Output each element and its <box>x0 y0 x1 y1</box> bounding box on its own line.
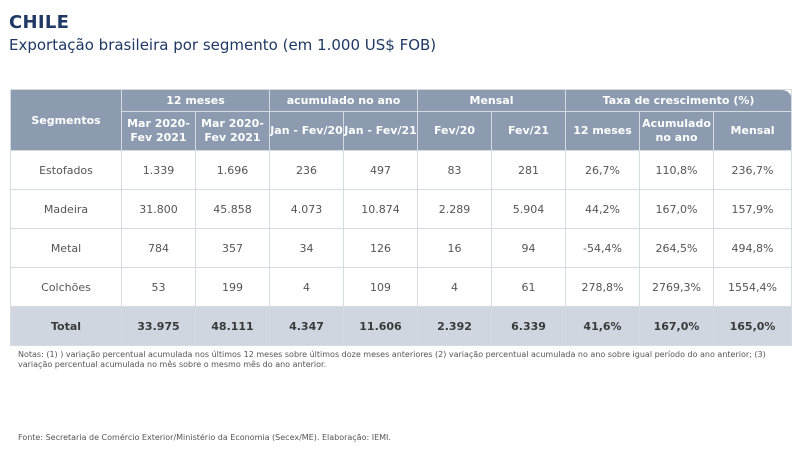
row-segment: Colchões <box>10 267 122 307</box>
cell-acc-b: 126 <box>343 228 418 268</box>
total-acc-a: 4.347 <box>269 306 344 346</box>
header-accumulated: acumulado no ano <box>269 89 418 112</box>
total-g12: 41,6% <box>565 306 641 346</box>
cell-t12b: 45.858 <box>195 189 270 229</box>
cell-g12: 44,2% <box>565 189 641 229</box>
cell-acc-a: 34 <box>269 228 344 268</box>
cell-gmon: 236,7% <box>713 150 793 190</box>
cell-acc-a: 4.073 <box>269 189 344 229</box>
cell-acc-a: 236 <box>269 150 344 190</box>
cell-t12a: 784 <box>121 228 196 268</box>
subheader-twelve-b: Mar 2020- Fev 2021 <box>195 111 270 151</box>
cell-mon-a: 2.289 <box>417 189 492 229</box>
total-gacc: 167,0% <box>639 306 715 346</box>
cell-t12a: 31.800 <box>121 189 196 229</box>
total-mon-b: 6.339 <box>490 306 567 346</box>
page-title: CHILE <box>9 12 70 33</box>
total-t12b: 48.111 <box>195 306 270 346</box>
cell-t12a: 1.339 <box>121 150 196 190</box>
total-gmon: 165,0% <box>713 306 793 346</box>
cell-gacc: 2769,3% <box>639 267 715 307</box>
cell-gmon: 1554,4% <box>713 267 793 307</box>
cell-t12b: 1.696 <box>195 150 270 190</box>
subheader-acc-b: Jan - Fev/21 <box>343 111 418 151</box>
cell-gmon: 157,9% <box>713 189 793 229</box>
subheader-growth-mon: Mensal <box>713 111 793 151</box>
page-subtitle: Exportação brasileira por segmento (em 1… <box>9 36 437 54</box>
subheader-growth-acc: Acumulado no ano <box>639 111 715 151</box>
subheader-acc-a: Jan - Fev/20 <box>269 111 344 151</box>
cell-t12b: 199 <box>195 267 270 307</box>
cell-mon-b: 94 <box>490 228 567 268</box>
total-t12a: 33.975 <box>121 306 196 346</box>
table-total-row: Total 33.975 48.111 4.347 11.606 2.392 6… <box>10 306 793 346</box>
table-row: Colchões 53 199 4 109 4 61 278,8% 2769,3… <box>10 267 793 307</box>
source-note: Fonte: Secretaria de Comércio Exterior/M… <box>18 433 391 442</box>
table-header: Segmentos 12 meses acumulado no ano Mens… <box>10 89 793 151</box>
cell-t12b: 357 <box>195 228 270 268</box>
cell-gmon: 494,8% <box>713 228 793 268</box>
subheader-growth-twelve: 12 meses <box>565 111 641 151</box>
header-growth-rate: Taxa de crescimento (%) <box>565 89 793 112</box>
total-mon-a: 2.392 <box>417 306 492 346</box>
cell-mon-a: 4 <box>417 267 492 307</box>
table-row: Metal 784 357 34 126 16 94 -54,4% 264,5%… <box>10 228 793 268</box>
cell-t12a: 53 <box>121 267 196 307</box>
cell-gacc: 167,0% <box>639 189 715 229</box>
cell-mon-a: 83 <box>417 150 492 190</box>
row-segment: Metal <box>10 228 122 268</box>
cell-acc-b: 497 <box>343 150 418 190</box>
export-table-container: Segmentos 12 meses acumulado no ano Mens… <box>10 89 793 346</box>
table-row: Estofados 1.339 1.696 236 497 83 281 26,… <box>10 150 793 190</box>
cell-acc-b: 10.874 <box>343 189 418 229</box>
total-label: Total <box>10 306 122 346</box>
total-acc-b: 11.606 <box>343 306 418 346</box>
subheader-mon-a: Fev/20 <box>417 111 492 151</box>
header-twelve-months: 12 meses <box>121 89 270 112</box>
row-segment: Madeira <box>10 189 122 229</box>
cell-g12: 278,8% <box>565 267 641 307</box>
cell-gacc: 110,8% <box>639 150 715 190</box>
cell-g12: 26,7% <box>565 150 641 190</box>
cell-mon-b: 281 <box>490 150 567 190</box>
header-monthly: Mensal <box>416 89 567 112</box>
cell-mon-a: 16 <box>417 228 492 268</box>
subheader-mon-b: Fev/21 <box>490 111 567 151</box>
export-table: Segmentos 12 meses acumulado no ano Mens… <box>10 89 793 346</box>
cell-g12: -54,4% <box>565 228 641 268</box>
table-row: Madeira 31.800 45.858 4.073 10.874 2.289… <box>10 189 793 229</box>
cell-mon-b: 5.904 <box>490 189 567 229</box>
subheader-twelve-a: Mar 2020- Fev 2021 <box>121 111 196 151</box>
cell-gacc: 264,5% <box>639 228 715 268</box>
header-segments: Segmentos <box>10 89 122 151</box>
cell-mon-b: 61 <box>490 267 567 307</box>
table-notes: Notas: (1) ) variação percentual acumula… <box>18 350 766 369</box>
table-body: Estofados 1.339 1.696 236 497 83 281 26,… <box>10 150 793 346</box>
row-segment: Estofados <box>10 150 122 190</box>
cell-acc-a: 4 <box>269 267 344 307</box>
cell-acc-b: 109 <box>343 267 418 307</box>
